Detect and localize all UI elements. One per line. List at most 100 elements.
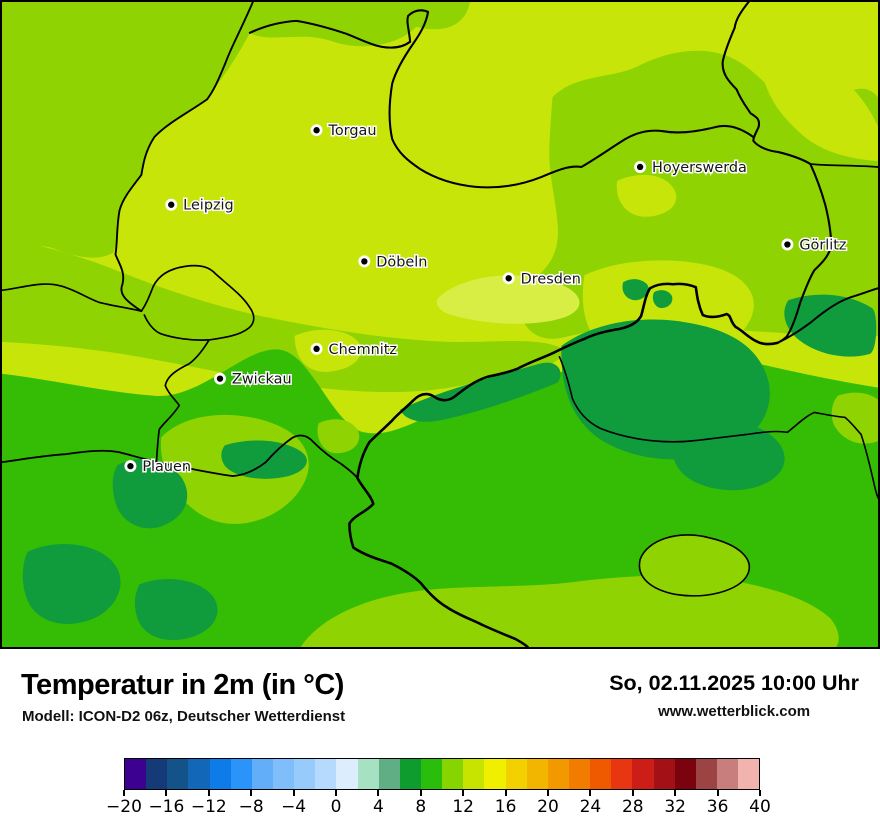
city-label: Leipzig — [183, 198, 234, 214]
legend-color-step — [336, 759, 358, 789]
ridge-vogtland-b-6-8 — [221, 440, 307, 479]
colorbar-tick — [123, 790, 125, 796]
colorbar-tick — [419, 790, 422, 796]
temperature-map: Torgau Leipzig Hoyerswerda Görlitz Döbeln Dre… — [0, 0, 880, 649]
border-czech-german — [348, 282, 779, 647]
datetime-block: So, 02.11.2025 10:00 Uhr www.wetterblick… — [609, 671, 859, 720]
legend-color-step — [484, 759, 506, 789]
colorbar-tick — [207, 790, 210, 796]
city-dot — [361, 258, 368, 265]
colorbar-tick-label: 28 — [621, 797, 644, 817]
legend-color-step — [505, 759, 527, 789]
ridge-southwest-a-6-8 — [22, 544, 121, 624]
temperature-regions — [2, 2, 878, 647]
border-altenburg-finger — [140, 264, 255, 341]
border-czech-internal — [558, 356, 878, 499]
city-label: Görlitz — [799, 237, 846, 253]
colorbar-tick-label: 36 — [706, 797, 729, 817]
city-label: Torgau — [328, 123, 377, 139]
colorbar-tick — [504, 790, 507, 796]
city-marker-grlitz: Görlitz — [781, 236, 848, 255]
legend-color-step — [442, 759, 464, 789]
colorbar-tick — [377, 790, 380, 796]
colorbar-tick — [759, 790, 761, 796]
colorbar-tick-label: −4 — [281, 797, 307, 817]
city-marker-leipzig: Leipzig — [165, 196, 235, 215]
city-label: Döbeln — [376, 254, 427, 270]
colorbar-tick — [250, 790, 253, 796]
legend-color-step — [251, 759, 273, 789]
legend-color-step — [590, 759, 612, 789]
legend-color-step — [272, 759, 295, 789]
colorbar-tick — [335, 790, 337, 796]
ridge-spot-b-6-8 — [652, 290, 673, 309]
model-info: Modell: ICON-D2 06z, Deutscher Wetterdie… — [22, 708, 346, 725]
legend-color-step — [420, 759, 443, 789]
colorbar-tick-label: 24 — [579, 797, 602, 817]
legend-color-step — [716, 759, 739, 789]
website-url: www.wetterblick.com — [658, 703, 811, 720]
city-marker-plauen: Plauen — [124, 458, 193, 477]
colorbar-tick-label: 4 — [372, 797, 384, 817]
legend-color-step — [357, 759, 379, 789]
region-east-patch-12-14 — [616, 174, 677, 217]
legend-color-step — [146, 759, 168, 789]
colorbar-tick-label: −12 — [190, 797, 227, 817]
city-dot — [127, 462, 134, 470]
region-mid-band-10-12 — [2, 238, 566, 393]
ridge-southwest-b-6-8 — [134, 579, 218, 641]
colorbar-tick-label: 12 — [452, 797, 474, 817]
temperature-colorbar — [124, 758, 760, 790]
legend-color-step — [526, 759, 548, 789]
colorbar-tick — [165, 790, 168, 796]
colorbar-tick — [716, 790, 719, 796]
forecast-datetime: So, 02.11.2025 10:00 Uhr — [609, 671, 859, 695]
colorbar-tick-label: 40 — [749, 797, 771, 817]
legend-color-step — [568, 759, 591, 789]
city-dot — [784, 241, 791, 248]
legend-color-step — [125, 759, 147, 789]
city-marker-dresden: Dresden — [502, 270, 582, 289]
border-czech-polish — [776, 287, 878, 344]
colorbar-tick-label: 32 — [664, 797, 686, 817]
border-west — [114, 2, 254, 313]
legend-color-step — [611, 759, 633, 789]
region-valley-patch-10-12 — [317, 419, 360, 454]
legend-color-step — [738, 759, 760, 789]
colorbar-tick-label: 16 — [494, 797, 517, 817]
colorbar-tick — [589, 790, 592, 796]
legend-color-step — [674, 759, 696, 789]
legend-color-step — [209, 759, 231, 789]
state-borders — [2, 2, 878, 647]
ridge-right-blob-6-8 — [784, 294, 877, 357]
city-marker-hoyerswerda: Hoyerswerda — [634, 158, 748, 177]
border-enclave — [638, 534, 750, 597]
city-marker-zwickau: Zwickau — [214, 370, 293, 389]
border-neisse-north — [721, 2, 812, 166]
city-dot — [168, 201, 175, 208]
region-northwest-10-12 — [2, 2, 470, 258]
legend-color-step — [230, 759, 252, 789]
region-right-valley-10-12 — [831, 392, 878, 444]
ridge-spot-a-6-8 — [622, 279, 649, 301]
colorbar-tick — [292, 790, 295, 796]
border-east-branch — [809, 163, 878, 168]
ridge-west-arm-6-8 — [400, 362, 561, 422]
city-marker-dbeln: Döbeln — [358, 253, 429, 272]
colorbar-tick-label: 0 — [330, 797, 342, 817]
city-label: Dresden — [521, 271, 581, 287]
colorbar-tick — [631, 790, 634, 796]
region-northeast-corner-12-14 — [760, 55, 878, 162]
colorbar-tick — [462, 790, 465, 796]
colorbar-tick-label: −16 — [148, 797, 185, 817]
city-markers: Torgau Leipzig Hoyerswerda Görlitz Döbeln Dre… — [124, 122, 848, 477]
border-north — [248, 9, 755, 189]
city-marker-torgau: Torgau — [310, 122, 378, 141]
city-dot — [313, 127, 320, 134]
legend-color-step — [547, 759, 569, 789]
legend-color-step — [167, 759, 189, 789]
legend-color-step — [188, 759, 210, 789]
city-marker-chemnitz: Chemnitz — [310, 340, 398, 359]
map-title: Temperatur in 2m (in °C) — [21, 669, 344, 701]
